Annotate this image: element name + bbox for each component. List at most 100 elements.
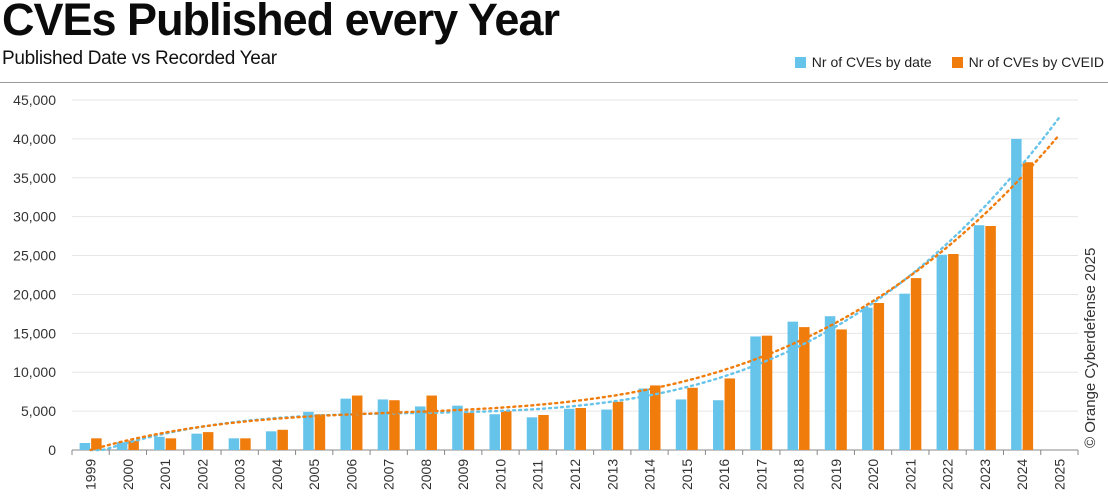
legend-item-by-cveid: Nr of CVEs by CVEID (951, 54, 1104, 70)
bar-by-date-2013 (601, 409, 612, 450)
bar-by-date-2011 (526, 417, 538, 450)
x-tick-label-2013: 2013 (604, 459, 620, 490)
x-tick-label-2015: 2015 (679, 459, 695, 490)
x-tick-label-2023: 2023 (977, 459, 993, 490)
y-tick-label: 15,000 (13, 325, 56, 341)
x-tick-label-2001: 2001 (157, 459, 173, 490)
bar-by-date-2000 (116, 442, 128, 450)
bar-by-cveid-2022 (948, 254, 959, 450)
x-tick-label-2024: 2024 (1014, 459, 1030, 490)
x-tick-label-2025: 2025 (1051, 459, 1067, 490)
bar-by-date-2017 (750, 336, 761, 450)
bar-by-date-2003 (228, 438, 240, 450)
bar-by-date-2023 (973, 225, 985, 450)
legend: Nr of CVEs by date Nr of CVEs by CVEID (775, 54, 1104, 70)
y-tick-label: 40,000 (13, 131, 56, 147)
bar-by-date-2018 (787, 321, 799, 450)
bar-by-cveid-2008 (426, 395, 437, 450)
legend-swatch-by-cveid (951, 56, 963, 68)
x-tick-label-2007: 2007 (381, 459, 397, 490)
bar-by-date-2022 (936, 254, 948, 450)
x-tick-label-1999: 1999 (83, 459, 99, 490)
bar-by-cveid-2003 (240, 438, 251, 450)
y-tick-label: 10,000 (13, 364, 56, 380)
x-tick-label-2020: 2020 (865, 459, 881, 490)
x-tick-label-2017: 2017 (753, 459, 769, 490)
bar-by-cveid-2002 (202, 432, 214, 450)
bar-by-date-2019 (824, 316, 836, 450)
legend-label-by-date: Nr of CVEs by date (811, 54, 932, 70)
x-tick-label-2010: 2010 (492, 459, 508, 490)
bar-by-cveid-2014 (650, 385, 661, 450)
y-tick-label: 5,000 (21, 403, 56, 419)
x-tick-label-2022: 2022 (940, 459, 956, 490)
x-tick-label-2012: 2012 (567, 459, 583, 490)
bar-by-cveid-2021 (910, 278, 922, 450)
bar-by-date-2010 (489, 414, 500, 450)
y-tick-label: 45,000 (13, 92, 56, 108)
bar-by-cveid-2005 (314, 414, 326, 450)
copyright-note: © Orange Cyberdefense 2025 (1082, 247, 1099, 448)
bar-by-date-2021 (899, 293, 910, 450)
y-tick-label: 20,000 (13, 286, 56, 302)
bar-by-date-2008 (414, 406, 426, 450)
bar-by-cveid-2013 (612, 401, 624, 450)
bar-by-cveid-2023 (985, 226, 996, 450)
bar-by-cveid-2010 (500, 411, 512, 450)
chart-subtitle: Published Date vs Recorded Year (2, 48, 277, 69)
bar-by-date-2007 (377, 399, 389, 450)
y-tick-label: 30,000 (13, 209, 56, 225)
bar-by-cveid-2004 (277, 429, 288, 450)
x-tick-label-2005: 2005 (306, 459, 322, 490)
x-tick-label-2016: 2016 (716, 459, 732, 490)
x-tick-label-2000: 2000 (120, 459, 136, 490)
y-tick-label: 0 (48, 442, 56, 458)
bar-by-cveid-2009 (463, 412, 475, 450)
x-tick-label-2009: 2009 (455, 459, 471, 490)
x-tick-label-2011: 2011 (530, 460, 546, 490)
legend-label-by-cveid: Nr of CVEs by CVEID (968, 54, 1104, 70)
y-tick-label: 35,000 (13, 170, 56, 186)
y-tick-label: 25,000 (13, 248, 56, 264)
bar-by-cveid-2000 (128, 440, 139, 450)
bar-by-date-2009 (452, 405, 463, 450)
bar-by-cveid-2006 (351, 395, 363, 450)
bar-by-cveid-2007 (389, 400, 400, 450)
bar-by-cveid-2001 (165, 438, 177, 450)
bar-by-cveid-2016 (724, 378, 736, 450)
bar-by-cveid-2015 (687, 387, 698, 450)
bar-by-date-2001 (154, 436, 165, 450)
bar-by-cveid-1999 (91, 438, 102, 450)
bar-by-cveid-2011 (538, 415, 549, 450)
bar-by-date-1999 (79, 443, 91, 450)
bar-by-date-2020 (862, 307, 873, 450)
x-tick-label-2006: 2006 (343, 459, 359, 490)
x-tick-label-2018: 2018 (791, 459, 807, 490)
header-divider (0, 82, 1108, 83)
bar-by-date-2006 (340, 398, 351, 450)
legend-item-by-date: Nr of CVEs by date (794, 54, 932, 70)
bar-by-cveid-2019 (836, 329, 847, 450)
legend-swatch-by-date (794, 56, 806, 68)
bar-by-date-2012 (564, 408, 575, 450)
bar-by-cveid-2024 (1022, 162, 1034, 450)
bar-by-date-2024 (1011, 138, 1022, 450)
bar-by-cveid-2020 (873, 303, 885, 450)
x-tick-label-2014: 2014 (642, 459, 658, 490)
x-tick-label-2021: 2021 (902, 459, 918, 490)
bar-by-cveid-2018 (799, 327, 810, 450)
bar-by-date-2005 (303, 411, 314, 450)
bar-by-cveid-2012 (575, 408, 586, 450)
bar-by-cveid-2017 (761, 335, 773, 450)
chart-title: CVEs Published every Year (2, 0, 560, 45)
bar-by-date-2014 (638, 388, 650, 450)
bar-by-date-2016 (713, 400, 724, 450)
bar-by-date-2004 (265, 431, 277, 450)
x-tick-label-2004: 2004 (269, 459, 285, 490)
trendline-by-cveid (89, 133, 1061, 452)
bar-by-date-2015 (675, 399, 687, 450)
bar-by-date-2002 (191, 433, 202, 450)
x-tick-label-2019: 2019 (828, 459, 844, 490)
x-tick-label-2002: 2002 (194, 459, 210, 490)
